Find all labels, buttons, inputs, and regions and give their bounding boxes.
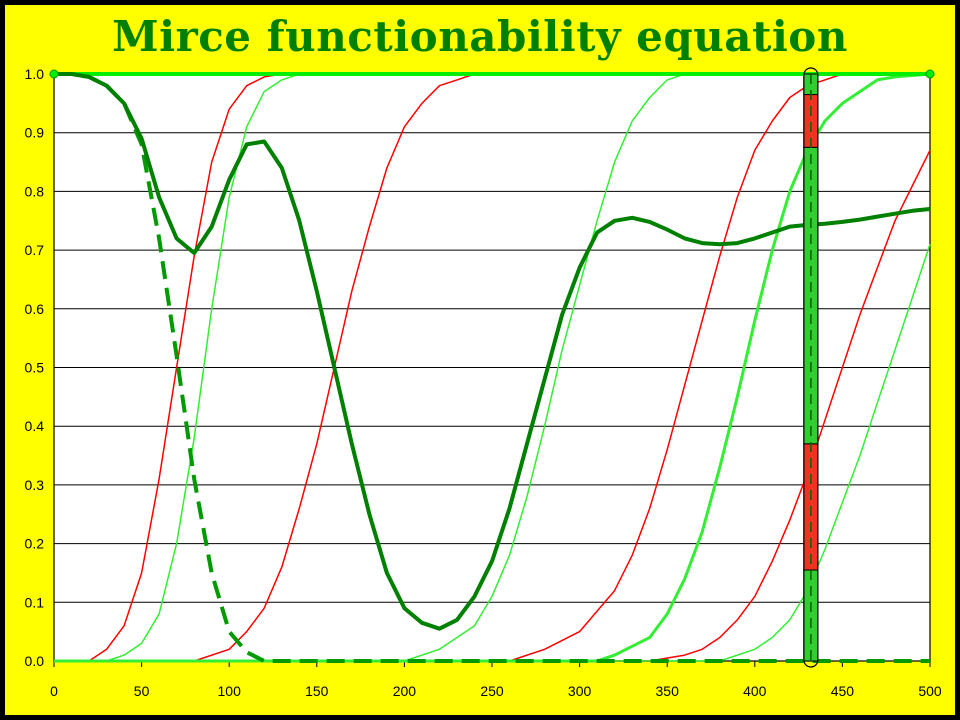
series-line <box>54 72 931 631</box>
x-tick-label: 50 <box>134 683 150 699</box>
y-tick-label: 0.0 <box>25 653 45 669</box>
chart-title: Mirce functionability equation <box>112 12 848 61</box>
series-line <box>54 243 931 662</box>
x-tick-label: 100 <box>218 683 242 699</box>
y-tick-label: 0.3 <box>25 477 45 493</box>
marker-bar-outline <box>803 67 819 668</box>
y-tick-label: 0.4 <box>25 418 45 434</box>
y-tick-label: 0.5 <box>25 360 45 376</box>
x-tick-label: 500 <box>918 683 942 699</box>
y-tick-label: 0.1 <box>25 594 45 610</box>
y-tick-label: 0.8 <box>25 183 45 199</box>
x-tick-label: 400 <box>743 683 767 699</box>
x-tick-label: 250 <box>480 683 504 699</box>
x-tick-label: 0 <box>50 683 58 699</box>
y-tick-label: 0.2 <box>25 536 45 552</box>
x-tick-label: 300 <box>568 683 592 699</box>
series-line <box>54 149 931 662</box>
x-tick-label: 150 <box>305 683 329 699</box>
y-tick-label: 0.6 <box>25 301 45 317</box>
marker-bar-segment <box>803 569 819 662</box>
y-tick-label: 1.0 <box>25 66 45 82</box>
series-point <box>925 69 935 79</box>
series-point <box>49 69 59 79</box>
x-tick-label: 350 <box>656 683 680 699</box>
y-tick-label: 0.7 <box>25 242 45 258</box>
series-line <box>54 72 931 663</box>
x-tick-label: 200 <box>393 683 417 699</box>
y-tick-label: 0.9 <box>25 125 45 141</box>
x-tick-label: 450 <box>831 683 855 699</box>
series-line <box>54 73 930 662</box>
